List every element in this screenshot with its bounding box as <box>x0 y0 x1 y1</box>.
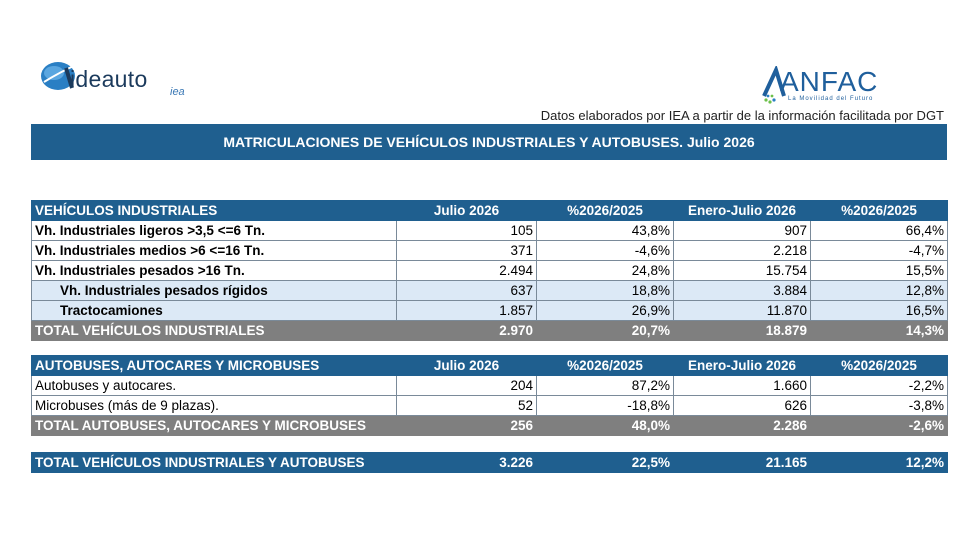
table-cell: 24,8% <box>536 260 674 281</box>
column-header: Julio 2026 <box>396 355 537 376</box>
table-cell: 18.879 <box>673 320 811 341</box>
table-row: Vh. Industriales ligeros >3,5 <=6 Tn. 10… <box>31 220 948 241</box>
table-subrow: Vh. Industriales pesados rígidos 637 18,… <box>31 280 948 301</box>
table-cell: -4,6% <box>536 240 674 261</box>
table-cell: 26,9% <box>536 300 674 321</box>
table-cell: 626 <box>673 395 811 416</box>
source-note: Datos elaborados por IEA a partir de la … <box>540 108 944 123</box>
page-title: MATRICULACIONES DE VEHÍCULOS INDUSTRIALE… <box>31 124 947 160</box>
anfac-dots-icon <box>762 66 786 104</box>
table-cell: 3.884 <box>673 280 811 301</box>
column-header: %2026/2025 <box>536 200 674 221</box>
table-cell: 2.494 <box>396 260 537 281</box>
table-cell: 907 <box>673 220 811 241</box>
row-label: Microbuses (más de 9 plazas). <box>31 395 397 416</box>
table-cell: -3,8% <box>810 395 948 416</box>
grand-total-table: TOTAL VEHÍCULOS INDUSTRIALES Y AUTOBUSES… <box>31 452 948 473</box>
table-cell: 256 <box>396 415 537 436</box>
row-label: Tractocamiones <box>31 300 397 321</box>
ideauto-globe-icon <box>41 62 79 90</box>
row-label: Vh. Industriales pesados >16 Tn. <box>31 260 397 281</box>
column-header: AUTOBUSES, AUTOCARES Y MICROBUSES <box>31 355 397 376</box>
industrial-vehicles-table: VEHÍCULOS INDUSTRIALES Julio 2026 %2026/… <box>31 200 948 341</box>
table-row: Autobuses y autocares. 204 87,2% 1.660 -… <box>31 375 948 396</box>
table-row: Vh. Industriales pesados >16 Tn. 2.494 2… <box>31 260 948 281</box>
column-header: %2026/2025 <box>810 355 948 376</box>
table-cell: 52 <box>396 395 537 416</box>
buses-table: AUTOBUSES, AUTOCARES Y MICROBUSES Julio … <box>31 355 948 436</box>
table-cell: 15.754 <box>673 260 811 281</box>
grand-total-row: TOTAL VEHÍCULOS INDUSTRIALES Y AUTOBUSES… <box>31 452 948 473</box>
table-cell: 105 <box>396 220 537 241</box>
column-header: VEHÍCULOS INDUSTRIALES <box>31 200 397 221</box>
table-cell: 371 <box>396 240 537 261</box>
total-row: TOTAL VEHÍCULOS INDUSTRIALES 2.970 20,7%… <box>31 320 948 341</box>
table-row: Vh. Industriales medios >6 <=16 Tn. 371 … <box>31 240 948 261</box>
ideauto-logo-word: ideauto <box>70 66 148 92</box>
anfac-logo-tagline: La Movilidad del Futuro <box>788 96 874 102</box>
table-header-row: AUTOBUSES, AUTOCARES Y MICROBUSES Julio … <box>31 355 948 376</box>
table-cell: 12,8% <box>810 280 948 301</box>
table-cell: 18,8% <box>536 280 674 301</box>
table-header-row: VEHÍCULOS INDUSTRIALES Julio 2026 %2026/… <box>31 200 948 221</box>
row-label: TOTAL VEHÍCULOS INDUSTRIALES <box>31 320 397 341</box>
table-cell: 1.857 <box>396 300 537 321</box>
table-cell: 204 <box>396 375 537 396</box>
column-header: %2026/2025 <box>810 200 948 221</box>
column-header: %2026/2025 <box>536 355 674 376</box>
table-cell: -4,7% <box>810 240 948 261</box>
anfac-logo-word: ANFAC <box>780 66 879 97</box>
table-cell: 2.970 <box>396 320 537 341</box>
total-row: TOTAL AUTOBUSES, AUTOCARES Y MICROBUSES … <box>31 415 948 436</box>
row-label: Autobuses y autocares. <box>31 375 397 396</box>
table-cell: 87,2% <box>536 375 674 396</box>
column-header: Enero-Julio 2026 <box>673 355 811 376</box>
row-label: Vh. Industriales medios >6 <=16 Tn. <box>31 240 397 261</box>
table-cell: 12,2% <box>810 452 948 473</box>
table-cell: 637 <box>396 280 537 301</box>
row-label: Vh. Industriales pesados rígidos <box>31 280 397 301</box>
row-label: Vh. Industriales ligeros >3,5 <=6 Tn. <box>31 220 397 241</box>
table-cell: 66,4% <box>810 220 948 241</box>
column-header: Julio 2026 <box>396 200 537 221</box>
anfac-logo: ANFAC La Movilidad del Futuro <box>762 66 912 106</box>
table-cell: -18,8% <box>536 395 674 416</box>
table-row: Microbuses (más de 9 plazas). 52 -18,8% … <box>31 395 948 416</box>
table-subrow: Tractocamiones 1.857 26,9% 11.870 16,5% <box>31 300 948 321</box>
table-cell: 22,5% <box>536 452 674 473</box>
table-cell: 16,5% <box>810 300 948 321</box>
table-cell: 2.286 <box>673 415 811 436</box>
table-cell: 43,8% <box>536 220 674 241</box>
table-cell: 11.870 <box>673 300 811 321</box>
table-cell: -2,2% <box>810 375 948 396</box>
table-cell: 1.660 <box>673 375 811 396</box>
table-cell: 21.165 <box>673 452 811 473</box>
column-header: Enero-Julio 2026 <box>673 200 811 221</box>
row-label: TOTAL VEHÍCULOS INDUSTRIALES Y AUTOBUSES <box>31 452 397 473</box>
ideauto-logo-sub: iea <box>170 86 185 98</box>
table-cell: 15,5% <box>810 260 948 281</box>
table-cell: 2.218 <box>673 240 811 261</box>
row-label: TOTAL AUTOBUSES, AUTOCARES Y MICROBUSES <box>31 415 397 436</box>
table-cell: -2,6% <box>810 415 948 436</box>
table-cell: 48,0% <box>536 415 674 436</box>
table-cell: 14,3% <box>810 320 948 341</box>
table-cell: 20,7% <box>536 320 674 341</box>
table-cell: 3.226 <box>396 452 537 473</box>
ideauto-logo: ideauto iea <box>38 58 185 102</box>
